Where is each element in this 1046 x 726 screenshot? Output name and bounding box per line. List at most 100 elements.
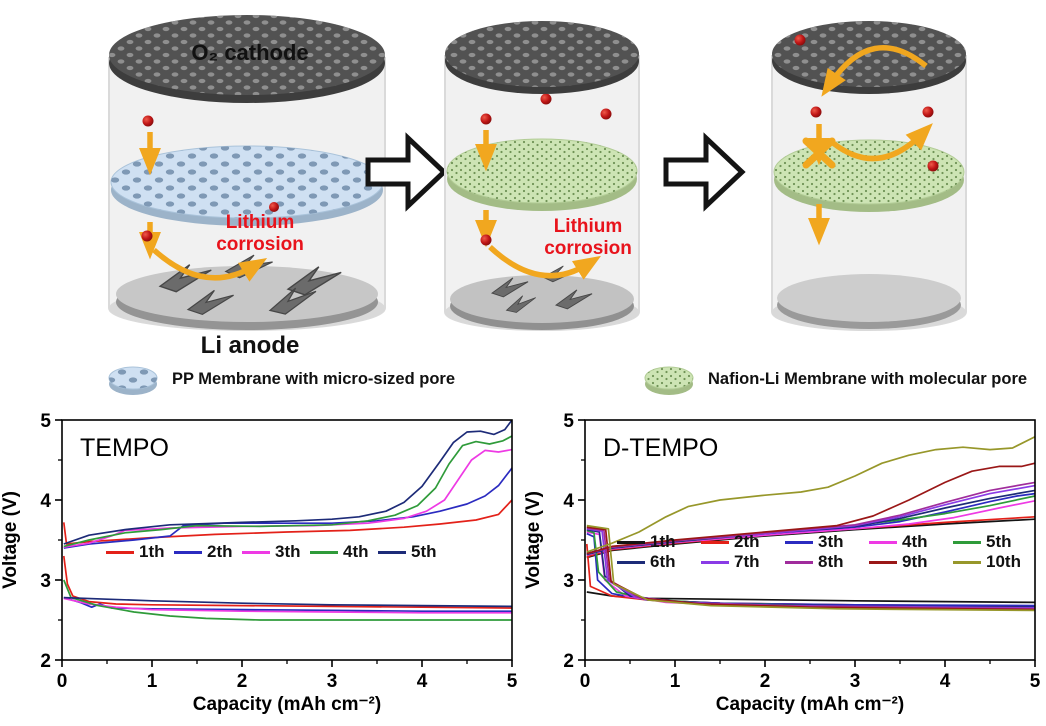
cell-pp-membrane — [108, 15, 386, 331]
legend-item-8th: 8th — [785, 552, 869, 572]
series-3th-charge — [63, 448, 513, 549]
legend-item-1th: 1th — [617, 532, 701, 552]
series-9th-charge — [586, 462, 1036, 555]
o2-cathode-holes — [772, 21, 966, 87]
series-5th-discharge — [63, 596, 513, 608]
o2-cathode-holes — [445, 21, 639, 87]
chart-title: TEMPO — [80, 434, 169, 462]
series-1th-charge — [62, 499, 513, 545]
x-axis-title: Capacity (mAh cm⁻²) — [193, 694, 381, 715]
legend-swatch — [174, 550, 202, 554]
legend-label: 8th — [818, 552, 844, 571]
chart-d-tempo-legend: 1th 2th 3th 4th 5th 6th 7th 8th 9th 10th — [607, 532, 1046, 572]
x-tick-label: 3 — [850, 671, 861, 692]
chart-tempo: 0 1 2 3 4 5 2 3 4 5 Capacity (mAh cm⁻²) Voltage (V)… — [0, 404, 523, 726]
series-4th-charge — [63, 435, 513, 548]
chart-plot-D-TEMPO: 0 1 2 3 4 5 2 3 4 5 Capacity (mAh cm⁻²) Voltage (V)… — [523, 411, 1041, 715]
legend-item-3th: 3th — [242, 542, 310, 562]
legend-label: 5th — [986, 532, 1012, 551]
series-1th-discharge — [62, 555, 513, 609]
legend-swatch — [953, 560, 981, 564]
legend-swatch — [378, 550, 406, 554]
legend-swatch — [310, 550, 338, 554]
legend-label: 3th — [275, 542, 301, 561]
y-tick-label: 4 — [40, 491, 51, 512]
series-10th-charge — [586, 436, 1036, 553]
li-anode-label: Li anode — [200, 332, 300, 359]
legend-label: 1th — [650, 532, 676, 551]
x-tick-label: 5 — [507, 671, 518, 692]
legend-swatch — [701, 560, 729, 564]
tempo-red-dots — [480, 93, 612, 246]
blocked-x-mark — [802, 137, 836, 169]
shuttle-cycle-arrows — [808, 44, 933, 246]
tempo-shuttle-arrows — [475, 130, 602, 280]
y-tick-label: 2 — [40, 651, 51, 672]
pp-membrane-legend-icon — [108, 366, 158, 395]
y-tick-label: 5 — [40, 411, 51, 432]
legend-swatch — [785, 560, 813, 564]
lithium-corrosion-label-2: Lithium corrosion — [544, 216, 632, 260]
y-tick-label: 3 — [40, 571, 51, 592]
y-tick-label: 4 — [563, 491, 574, 512]
legend-label: 3th — [818, 532, 844, 551]
legend-swatch — [869, 560, 897, 564]
pp-membrane-legend-label: PP Membrane with micro-sized pore — [172, 370, 456, 388]
y-axis-title: Voltage (V) — [523, 491, 544, 589]
nafion-membrane-pores — [774, 140, 964, 204]
x-tick-label: 4 — [940, 671, 951, 692]
x-tick-label: 4 — [417, 671, 428, 692]
nafion-membrane-pores — [447, 139, 637, 203]
pp-membrane-pores — [111, 146, 383, 218]
schematic-canvas — [108, 15, 967, 331]
cell-blocked-shuttle — [771, 21, 967, 331]
series-2th-charge — [63, 467, 513, 549]
y-axis-title: Voltage (V) — [0, 491, 21, 589]
chart-plot-TEMPO: 0 1 2 3 4 5 2 3 4 5 Capacity (mAh cm⁻²) Voltage (V)… — [0, 411, 518, 715]
y-tick-label: 2 — [563, 651, 574, 672]
legend-item-4th: 4th — [310, 542, 378, 562]
x-tick-label: 0 — [580, 671, 591, 692]
legend-swatch — [617, 540, 645, 544]
li-anode-disc — [450, 275, 634, 323]
legend-item-2th: 2th — [174, 542, 242, 562]
chart-title: D-TEMPO — [603, 434, 718, 462]
o2-cathode-holes — [109, 15, 385, 95]
legend-item-2th: 2th — [701, 532, 785, 552]
x-tick-label: 1 — [670, 671, 681, 692]
nafion-membrane-legend-icon — [644, 366, 694, 395]
li-anode-disc-clean — [777, 274, 961, 322]
legend-swatch — [701, 540, 729, 544]
legend-label: 1th — [139, 542, 165, 561]
right-block-arrow-2 — [666, 138, 742, 206]
series-5th-charge — [63, 419, 513, 545]
lithium-corrosion-label-1: Lithium corrosion — [216, 212, 304, 256]
legend-label: 7th — [734, 552, 760, 571]
legend-label: 9th — [902, 552, 928, 571]
legend-item-10th: 10th — [953, 552, 1037, 572]
series-10th-discharge — [586, 524, 1036, 612]
legend-item-1th: 1th — [106, 542, 174, 562]
legend-item-7th: 7th — [701, 552, 785, 572]
cell-nafion-membrane — [444, 21, 640, 331]
legend-item-9th: 9th — [869, 552, 953, 572]
legend-item-5th: 5th — [378, 542, 446, 562]
legend-swatch — [785, 540, 813, 544]
x-tick-label: 1 — [147, 671, 158, 692]
legend-label: 4th — [343, 542, 369, 561]
x-axis-title: Capacity (mAh cm⁻²) — [716, 694, 904, 715]
legend-item-5th: 5th — [953, 532, 1037, 552]
legend-item-3th: 3th — [785, 532, 869, 552]
legend-label: 6th — [650, 552, 676, 571]
y-tick-label: 5 — [563, 411, 574, 432]
o2-cathode-label: O₂ cathode — [191, 40, 309, 65]
chart-tempo-legend: 1th 2th 3th 4th 5th — [96, 542, 456, 562]
series-4th-discharge — [63, 579, 512, 621]
legend-item-4th: 4th — [869, 532, 953, 552]
tempo-red-dots — [794, 34, 939, 172]
legend-item-6th: 6th — [617, 552, 701, 572]
y-tick-label: 3 — [563, 571, 574, 592]
legend-label: 2th — [734, 532, 760, 551]
series-1th-discharge — [586, 591, 1036, 604]
